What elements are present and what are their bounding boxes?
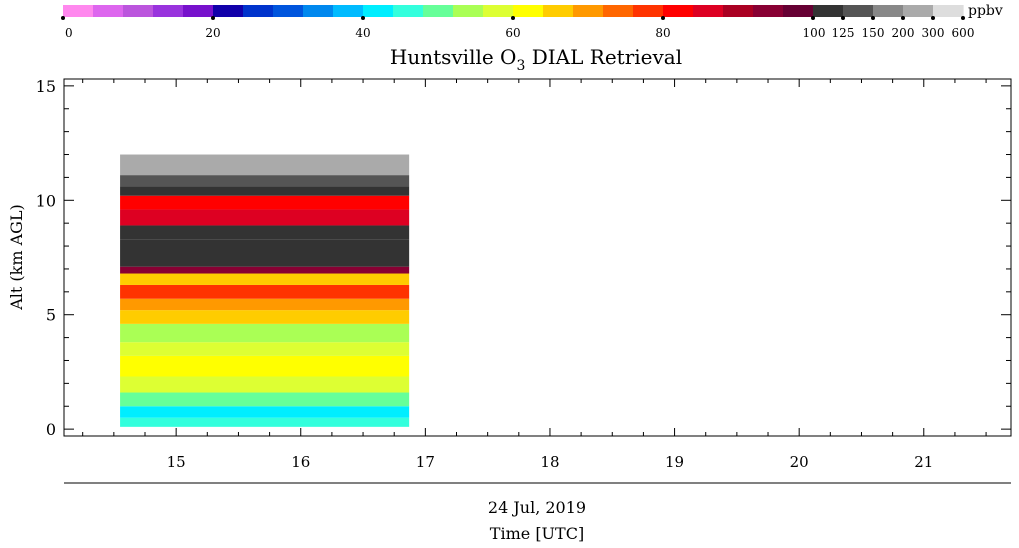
x-axis-label: Time [UTC] xyxy=(490,524,584,543)
curtain-layer xyxy=(120,298,410,311)
colorbar-segment xyxy=(333,5,364,17)
curtain-layer xyxy=(120,406,410,418)
colorbar-segment xyxy=(933,5,964,17)
y-axis: 0 5 10 15 xyxy=(36,77,1011,439)
curtain-layer xyxy=(120,239,410,267)
colorbar-segment xyxy=(633,5,664,17)
colorbar-segment xyxy=(843,5,874,17)
curtain-layer xyxy=(120,266,410,274)
curtain-layer xyxy=(120,209,410,226)
colorbar-segment xyxy=(663,5,694,17)
colorbar: 0 20 40 60 80 100 125 150 200 300 600 xyxy=(61,5,974,40)
colorbar-tick-label: 0 xyxy=(65,26,73,40)
x-tick-label: 20 xyxy=(790,453,809,471)
colorbar-tick xyxy=(811,16,815,20)
colorbar-tick xyxy=(61,16,65,20)
colorbar-segment xyxy=(483,5,514,17)
colorbar-tick xyxy=(841,16,845,20)
curtain-layer xyxy=(120,310,410,324)
colorbar-tick-label: 300 xyxy=(922,26,945,40)
y-tick-label: 10 xyxy=(36,191,56,210)
colorbar-segment xyxy=(693,5,724,17)
colorbar-tick-label: 600 xyxy=(952,26,975,40)
colorbar-segment xyxy=(153,5,184,17)
x-tick-label: 18 xyxy=(540,453,559,471)
colorbar-segment xyxy=(93,5,124,17)
colorbar-segment xyxy=(273,5,304,17)
colorbar-segment xyxy=(603,5,634,17)
y-tick-label: 0 xyxy=(46,420,56,439)
colorbar-segment xyxy=(423,5,454,17)
colorbar-tick-label: 40 xyxy=(355,26,370,40)
colorbar-tick xyxy=(361,16,365,20)
x-tick-label: 15 xyxy=(167,453,186,471)
colorbar-tick-label: 200 xyxy=(892,26,915,40)
curtain-layer xyxy=(120,195,410,210)
colorbar-segment xyxy=(213,5,244,17)
curtain-layer xyxy=(120,323,410,343)
colorbar-segment xyxy=(723,5,754,17)
date-label: 24 Jul, 2019 xyxy=(488,498,586,517)
x-tick-label: 21 xyxy=(914,453,933,471)
colorbar-segment xyxy=(243,5,274,17)
chart-title: Huntsville O3 DIAL Retrieval xyxy=(390,45,682,74)
y-tick-label: 5 xyxy=(46,306,56,325)
colorbar-segment xyxy=(903,5,934,17)
colorbar-tick xyxy=(871,16,875,20)
x-tick-label: 16 xyxy=(291,453,310,471)
colorbar-unit-label: ppbv xyxy=(968,3,1003,19)
colorbar-tick xyxy=(931,16,935,20)
x-axis: 15 16 17 18 19 20 21 xyxy=(82,79,987,471)
colorbar-tick-label: 150 xyxy=(862,26,885,40)
curtain-layer xyxy=(120,417,410,427)
colorbar-segment xyxy=(183,5,214,17)
curtain-layer xyxy=(120,273,410,285)
curtain-layer xyxy=(120,175,410,187)
chart-title-prefix: Huntsville O xyxy=(390,45,517,69)
x-tick-label: 17 xyxy=(416,453,435,471)
y-axis-label: Alt (km AGL) xyxy=(7,204,26,311)
curtain-layer xyxy=(120,392,410,407)
colorbar-segment xyxy=(783,5,814,17)
colorbar-segment xyxy=(873,5,904,17)
x-tick-label: 19 xyxy=(665,453,684,471)
colorbar-segment xyxy=(303,5,334,17)
curtain-layer xyxy=(120,154,410,176)
colorbar-segment xyxy=(513,5,544,17)
chart-title-subscript: 3 xyxy=(516,58,525,74)
colorbar-tick xyxy=(661,16,665,20)
curtain-layer xyxy=(120,376,410,393)
y-tick-label: 15 xyxy=(36,77,56,96)
colorbar-tick-label: 60 xyxy=(505,26,520,40)
curtain-layer xyxy=(120,342,410,356)
colorbar-tick-label: 100 xyxy=(803,26,826,40)
curtain-layer xyxy=(120,355,410,377)
colorbar-tick xyxy=(511,16,515,20)
colorbar-segment xyxy=(393,5,424,17)
colorbar-segment xyxy=(813,5,844,17)
curtain-layer xyxy=(120,284,410,299)
colorbar-tick xyxy=(211,16,215,20)
colorbar-segment xyxy=(123,5,154,17)
colorbar-segment xyxy=(63,5,94,17)
colorbar-tick-label: 125 xyxy=(832,26,855,40)
colorbar-segment xyxy=(573,5,604,17)
curtain-layer xyxy=(120,186,410,196)
colorbar-tick xyxy=(901,16,905,20)
ozone-curtain xyxy=(120,154,410,427)
curtain-layer xyxy=(120,225,410,240)
colorbar-tick xyxy=(961,16,965,20)
colorbar-segment xyxy=(363,5,394,17)
colorbar-tick-label: 20 xyxy=(205,26,220,40)
colorbar-tick-label: 80 xyxy=(655,26,670,40)
chart-title-suffix: DIAL Retrieval xyxy=(525,45,682,69)
colorbar-segment xyxy=(753,5,784,17)
plot-frame xyxy=(63,78,1012,437)
colorbar-segment xyxy=(453,5,484,17)
colorbar-segment xyxy=(543,5,574,17)
